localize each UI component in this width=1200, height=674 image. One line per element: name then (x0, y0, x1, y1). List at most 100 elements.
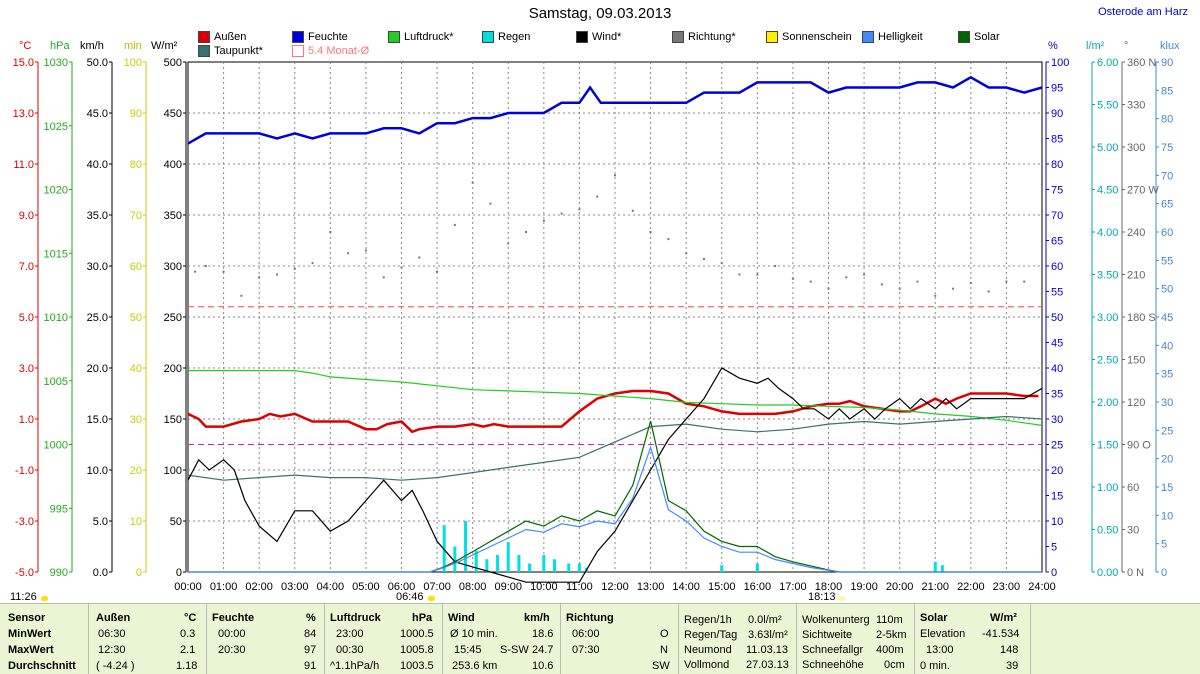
direction-point (791, 277, 794, 280)
direction-point (987, 290, 990, 293)
bright-tick-label: 5 (1161, 539, 1167, 551)
dir-tick-label: 180 S (1127, 312, 1156, 324)
legend-label: 5.4 Monat-Ø (308, 45, 370, 57)
x-tick-label: 08:00 (459, 581, 487, 593)
rain-tick-label: 3.00 (1097, 312, 1118, 324)
direction-point (827, 287, 830, 290)
solar-max-time: 13:00 (926, 644, 954, 656)
direction-point (418, 256, 421, 259)
direction-point (471, 181, 474, 184)
bright-tick-label: 40 (1161, 340, 1173, 352)
x-tick-label: 00:00 (174, 581, 202, 593)
direction-point (631, 209, 634, 212)
sun-tick-label: 0 (136, 567, 142, 579)
rain-bar (567, 563, 571, 572)
vollmond-label: Vollmond (684, 659, 730, 671)
x-tick-label: 22:00 (957, 581, 985, 593)
x-tick-label: 02:00 (245, 581, 273, 593)
direction-point (685, 252, 688, 255)
legend-item: Solar (958, 31, 1000, 43)
direction-point (364, 249, 367, 252)
schneehoehe-value: 0cm (884, 659, 905, 671)
legend-label: Außen (214, 31, 247, 43)
rain-tick-label: 1.50 (1097, 440, 1118, 452)
x-tick-label: 11:00 (566, 581, 593, 593)
weather-chart: 00:00 01:00 02:00 03:00 04:00 05:00 06:00 07:00… (13, 57, 1174, 593)
bright-tick-label: 15 (1161, 482, 1173, 494)
series-line-taupunkt (187, 415, 1043, 481)
legend-swatch (198, 45, 210, 57)
solar-unit: W/m² (151, 40, 178, 52)
rain-bar (933, 561, 937, 572)
x-tick-label: 03:00 (281, 581, 309, 593)
dir-tick-label: 300 (1127, 142, 1145, 154)
direction-point (311, 262, 314, 265)
dir-tick-label: 120 (1127, 397, 1145, 409)
humidity-tick-label: 10 (1051, 516, 1063, 528)
dir-tick-label: 360 N (1127, 57, 1156, 69)
sunrise-time: 06:46 (396, 591, 424, 603)
wind-tick-label: 20.0 (87, 363, 108, 375)
wind-avg-value: 10.6 (532, 660, 554, 672)
wolkenunterg-label: Wolkenunterg (802, 614, 870, 626)
legend-item: Wind* (576, 31, 621, 43)
wind-max-dir: S-SW (500, 644, 529, 656)
x-tick-label: 12:00 (601, 581, 629, 593)
rain-unit: l/m² (1086, 40, 1105, 52)
rain-tick-label: 1.00 (1097, 482, 1118, 494)
temp-tick-label: -3.0 (15, 516, 34, 528)
rain-bar (755, 563, 759, 572)
x-tick-label: 24:00 (1028, 581, 1056, 593)
x-tick-label: 21:00 (921, 581, 949, 593)
sunset-time: 18:13 (808, 591, 836, 603)
humidity-tick-label: 80 (1051, 159, 1063, 171)
solar-tick-label: 400 (164, 159, 182, 171)
series-line-helligkeit (188, 445, 1042, 573)
pressure-tick-label: 1025 (44, 121, 68, 133)
rain-tick-label: 2.00 (1097, 397, 1118, 409)
legend-item: Richtung* (672, 31, 736, 43)
elevation-value: -41.534 (982, 628, 1020, 640)
chart-title: Samstag, 09.03.2013 (528, 5, 672, 22)
solar-tick-label: 150 (164, 414, 182, 426)
humidity-tick-label: 75 (1051, 185, 1063, 197)
neumond-value: 11.03.13 (746, 644, 789, 656)
schneefallgr-label: Schneefallgr (802, 644, 864, 656)
direction-point (222, 270, 225, 273)
direction-point (489, 202, 492, 205)
feuchte-max-value: 97 (304, 644, 317, 656)
humidity-tick-label: 100 (1051, 57, 1069, 69)
dir-unit: ° (1124, 40, 1129, 52)
bright-tick-label: 45 (1161, 312, 1173, 324)
x-tick-label: 04:00 (317, 581, 345, 593)
x-tick-label: 14:00 (672, 581, 700, 593)
rain-bar (517, 555, 521, 572)
x-tick-label: 15:00 (708, 581, 736, 593)
sun-tick-label: 20 (130, 465, 142, 477)
wind-tick-label: 40.0 (87, 159, 108, 171)
luftdruck-unit: hPa (412, 612, 433, 624)
aussen-max-value: 2.1 (180, 644, 196, 656)
humidity-tick-label: 55 (1051, 287, 1063, 299)
direction-point (863, 273, 866, 276)
legend-item: Außen (198, 31, 246, 43)
x-tick-label: 19:00 (850, 581, 878, 593)
pressure-tick-label: 990 (50, 567, 68, 579)
pressure-tick-label: 1005 (44, 376, 68, 388)
rain-tick-label: 6.00 (1097, 57, 1118, 69)
direction-point (436, 270, 439, 273)
legend-swatch (388, 31, 400, 43)
rain-tick-label: 5.00 (1097, 142, 1118, 154)
temp-tick-label: 9.0 (19, 210, 34, 222)
solar-tick-label: 300 (164, 261, 182, 273)
direction-point (275, 273, 278, 276)
humidity-tick-label: 65 (1051, 236, 1063, 248)
direction-point (542, 219, 545, 222)
feuchte-min-time: 00:00 (218, 628, 246, 640)
legend-swatch (576, 31, 588, 43)
bright-tick-label: 90 (1161, 57, 1173, 69)
richtung-min-value: O (660, 628, 669, 640)
dir-tick-label: 90 O (1127, 440, 1151, 452)
wind-unit: km/h (80, 40, 104, 52)
richtung-avg-value: SW (652, 660, 670, 672)
